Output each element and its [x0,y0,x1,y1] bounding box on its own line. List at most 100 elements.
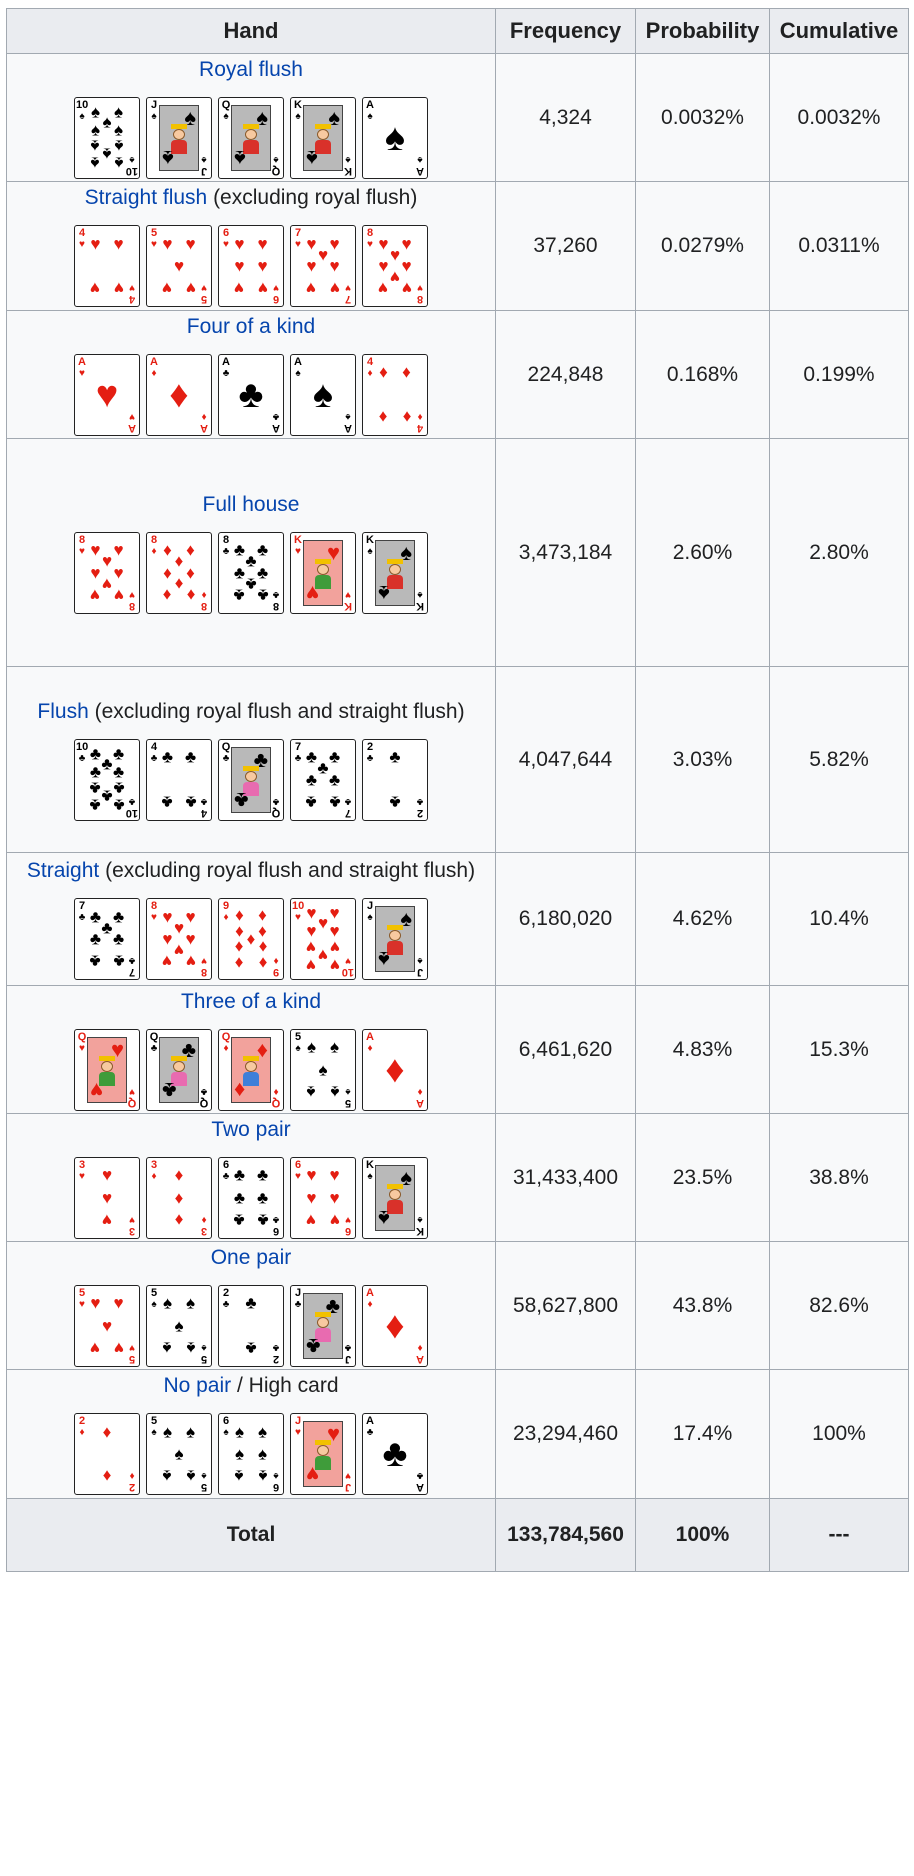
hand-link[interactable]: Flush [37,699,89,723]
hand-link[interactable]: Two pair [211,1117,291,1141]
suit-pip-icon: ♦ [402,407,411,427]
frequency-cell: 31,433,400 [495,1113,636,1242]
card-index-br: 2 ♣ [270,1342,282,1365]
card-rank: 10 [125,164,138,177]
card-index-tl: 3 ♥ [76,1159,88,1182]
head-icon [389,930,401,941]
suit-pip-icon: ♠ [114,102,124,122]
suit-pip-icon: ♥ [113,1293,124,1313]
hand-link[interactable]: Straight [26,859,100,882]
playing-card: 10 ♣ 10 ♣ ♣ ♣ ♣ ♣ ♣ ♣ ♣ ♣ ♣ ♣ [74,738,140,821]
frequency-cell: 6,461,620 [495,985,636,1114]
card-rank: 6 [272,1481,280,1493]
suit-icon: ♥ [90,1077,104,1103]
suit-pip-icon: ♠ [102,112,112,131]
suit-pip-icon: ♣ [328,747,341,767]
card-suit-icon: ♥ [79,545,85,557]
card-rank: K [294,98,302,111]
suit-pip-icon: ♥ [389,245,401,265]
card-rank: Q [221,98,231,111]
suit-pip-icon: ♠ [306,1037,316,1057]
card-rank: 10 [76,98,89,111]
card-index-tl: 2 ♦ [76,1416,88,1439]
card-rank: J [344,1481,352,1493]
header-hand: Hand [6,8,496,54]
hand-link[interactable]: No pair [163,1374,232,1397]
card-suit-icon: ♣ [200,1085,208,1097]
card-suit-icon: ♣ [366,1427,374,1438]
suit-pip-icon: ♣ [112,778,125,797]
card-rank: 6 [222,1415,230,1427]
card-index-tl: 9 ♦ [220,901,232,924]
hand-title-rest: (excluding royal flush and straight flus… [99,859,476,882]
card-rank: J [200,164,208,177]
head-icon [245,770,257,782]
card-suit-icon: ♠ [367,110,373,122]
hand-link[interactable]: Four of a kind [186,314,316,338]
card-rank: 10 [292,900,305,912]
hand-title-rest: (excluding royal flush) [207,186,418,209]
hand-link[interactable]: Three of a kind [180,989,322,1013]
card-suit-icon: ♠ [151,110,157,122]
suit-pip-icon: ♣ [317,758,329,778]
card-suit-icon: ♣ [128,955,136,966]
suit-pip-icon: ♠ [114,153,124,173]
hand-link[interactable]: Royal flush [199,57,303,81]
suit-pip-icon: ♥ [378,278,389,298]
card-rank: 6 [272,1224,280,1237]
card-index-br: A ♣ [414,1470,426,1493]
suit-pip-icon: ♦ [379,362,388,382]
card-rank: K [366,1158,374,1171]
card-suit-icon: ♦ [273,1085,279,1097]
ace-suit-icon: ♦ [385,1304,405,1347]
cumulative-cell: 5.82% [769,666,909,853]
card-index-br: A ♦ [198,411,210,434]
card-suit-icon: ♣ [78,912,86,923]
hand-cell: Royal flush 10 ♠ 10 ♠ ♠ ♠ ♠ ♠ ♠ ♠ ♠ ♠ ♠ ♠ J ♠ J ♠ ♠ ♠ Q ♠ Q ♠ ♠ ♠ K… [6,53,496,182]
card-suit-icon: ♥ [295,545,301,557]
court-card-picture: ♥ ♥ [303,539,343,606]
suit-pip-icon: ♣ [89,762,102,781]
card-rank: 8 [366,227,374,239]
card-rank: 6 [222,227,230,239]
card-suit-icon: ♦ [367,367,373,379]
suit-pip-icon: ♥ [101,1316,113,1335]
card-index-br: Q ♠ [270,154,282,177]
header-cumulative: Cumulative [769,8,909,54]
card-index-tl: 6 ♥ [220,227,232,251]
hand-link[interactable]: Straight flush [84,186,208,209]
card-suit-icon: ♠ [79,110,85,122]
card-rank: K [294,533,302,546]
suit-pip-icon: ♥ [113,234,124,254]
card-suit-icon: ♥ [223,239,229,250]
hand-link[interactable]: Full house [202,492,300,516]
card-suit-icon: ♦ [79,1427,85,1438]
card-index-br: A ♥ [126,411,138,434]
head-icon [317,1445,329,1456]
suit-icon: ♠ [378,580,390,606]
card-index-br: 8 ♥ [126,589,138,612]
card-index-tl: A ♦ [364,1031,376,1054]
card-rank: K [416,599,424,612]
suit-pip-icon: ♣ [245,1293,257,1313]
card-suit-icon: ♦ [151,367,157,379]
card-index-tl: A ♣ [364,1416,376,1439]
crown-icon [387,925,403,930]
card-rank: 4 [366,355,374,368]
card-rank: 3 [128,1224,136,1237]
card-rank: A [366,1286,374,1299]
suit-pip-icon: ♥ [389,267,401,287]
crown-icon [387,558,403,564]
probability-cell: 0.0032% [635,53,770,182]
robe-icon [315,139,331,154]
suit-pip-icon: ♥ [329,937,340,957]
suit-icon: ♠ [256,104,268,130]
suit-pip-icon: ♦ [163,585,172,605]
hand-link[interactable]: One pair [210,1245,292,1269]
suit-pip-icon: ♦ [186,563,195,582]
head-icon [245,1060,257,1072]
playing-card: A ♦ A ♦ ♦ [362,1028,428,1111]
poker-probability-table: Hand Frequency Probability Cumulative Ro… [6,8,909,1572]
card-suit-icon: ♠ [367,912,373,923]
hand-cards: Q ♥ Q ♥ ♥ ♥ Q ♣ Q ♣ ♣ ♣ Q ♦ Q ♦ ♦ ♦ 5 ♠ 5 ♠ ♠ ♠ ♠ ♠ ♠ A ♦ A ♦ ♦ [7,1028,495,1111]
